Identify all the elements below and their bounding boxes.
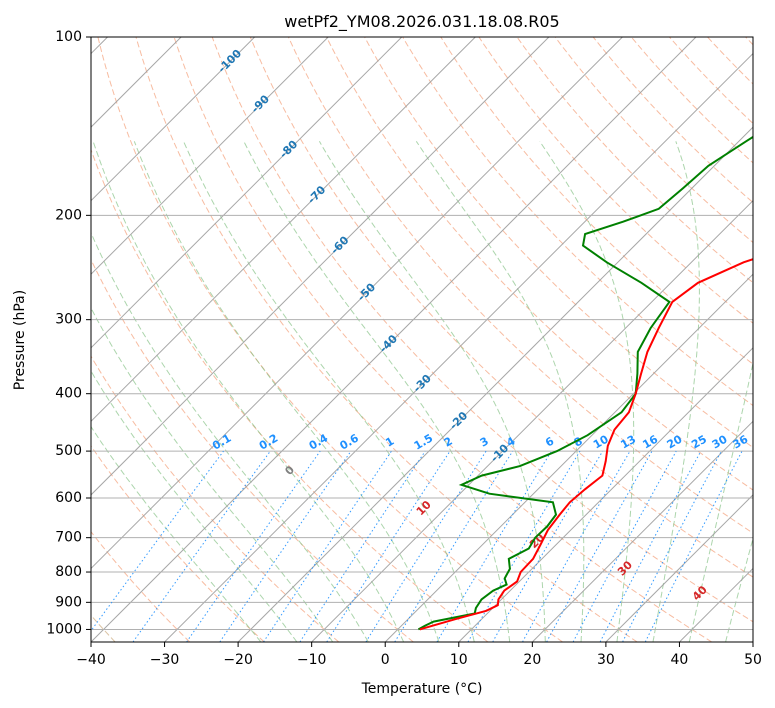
isotherm — [91, 37, 476, 423]
isotherm — [605, 494, 753, 642]
dry-adiabat — [91, 148, 489, 642]
isotherms — [91, 37, 753, 642]
y-tick-label: 800 — [55, 564, 82, 580]
dry-adiabat — [287, 37, 753, 534]
dry-adiabat — [91, 355, 340, 642]
x-tick-label: −40 — [76, 652, 106, 668]
mixing-ratio-line — [546, 450, 653, 642]
x-tick-label: 50 — [744, 652, 762, 668]
dry-adiabat — [91, 530, 191, 642]
isotherm — [91, 37, 329, 275]
isotherm — [91, 37, 256, 202]
isotherm — [384, 273, 753, 642]
isotherm — [237, 126, 753, 642]
y-tick-label: 600 — [55, 490, 82, 506]
y-tick-label: 300 — [55, 312, 82, 328]
plot-frame — [90, 36, 754, 643]
dry-adiabat — [516, 37, 753, 284]
dry-adiabat — [592, 37, 753, 204]
x-axis: −40 −30 −20 −10 0 10 20 30 40 50 — [76, 642, 762, 668]
mixing-ratio-line — [394, 450, 514, 642]
dry-adiabat — [326, 37, 753, 491]
x-tick-label: −10 — [297, 652, 327, 668]
y-axis-title: Pressure (hPa) — [12, 290, 28, 390]
y-tick-label: 900 — [55, 594, 82, 610]
mixing-ratio-line — [572, 450, 677, 642]
temperature-series-line — [419, 258, 753, 631]
dry-adiabat — [402, 37, 753, 407]
isotherm — [91, 37, 403, 349]
x-tick-label: 0 — [381, 652, 390, 668]
dry-adiabat — [135, 37, 638, 642]
dry-adiabat — [211, 37, 753, 623]
mixing-ratio-line — [492, 450, 604, 642]
isotherm — [531, 420, 753, 642]
dewpoint-series-line — [417, 135, 753, 631]
mixing-ratio-line — [365, 450, 487, 642]
dry-adiabat — [97, 37, 563, 642]
isotherm — [458, 347, 753, 642]
chart-title: wetPf2_YM08.2026.031.18.08.R05 — [284, 12, 559, 32]
mixing-ratio-line — [436, 450, 552, 642]
dry-adiabat — [554, 37, 753, 244]
dry-adiabat — [630, 37, 753, 164]
y-tick-label: 200 — [55, 207, 82, 223]
y-tick-label: 400 — [55, 386, 82, 402]
dry-adiabat — [478, 37, 753, 324]
mixing-ratio-line — [219, 450, 352, 642]
x-tick-label: 40 — [671, 652, 689, 668]
isotherm — [311, 199, 753, 642]
plot-area: -100-90-80-70-60-50-40-30-20-10 0.1 0.2 0.… — [91, 37, 753, 642]
mixing-ratio-line — [326, 450, 451, 642]
isotherm — [91, 37, 623, 570]
x-tick-label: 20 — [523, 652, 541, 668]
x-tick-label: −30 — [150, 652, 180, 668]
y-tick-label: 100 — [55, 29, 82, 45]
isotherm — [91, 37, 550, 496]
y-tick-label: 500 — [55, 443, 82, 459]
x-tick-label: 10 — [450, 652, 468, 668]
dry-adiabat — [440, 37, 753, 365]
mixing-ratio-lines — [91, 450, 743, 642]
mixing-ratio-line — [132, 450, 271, 642]
mixing-ratio-line — [522, 450, 631, 642]
x-axis-title: Temperature (°C) — [361, 681, 483, 697]
y-tick-label: 700 — [55, 530, 82, 546]
mixing-ratio-line — [186, 450, 321, 642]
isotherm — [91, 37, 697, 642]
x-tick-label: −20 — [223, 652, 253, 668]
isotherm — [164, 52, 753, 642]
y-axis: 1000 900 800 700 600 500 400 300 200 100 — [46, 29, 91, 637]
y-tick-label: 1000 — [46, 621, 82, 637]
dry-adiabat — [249, 37, 753, 578]
mixing-ratio-line — [91, 450, 224, 632]
x-tick-label: 30 — [597, 652, 615, 668]
